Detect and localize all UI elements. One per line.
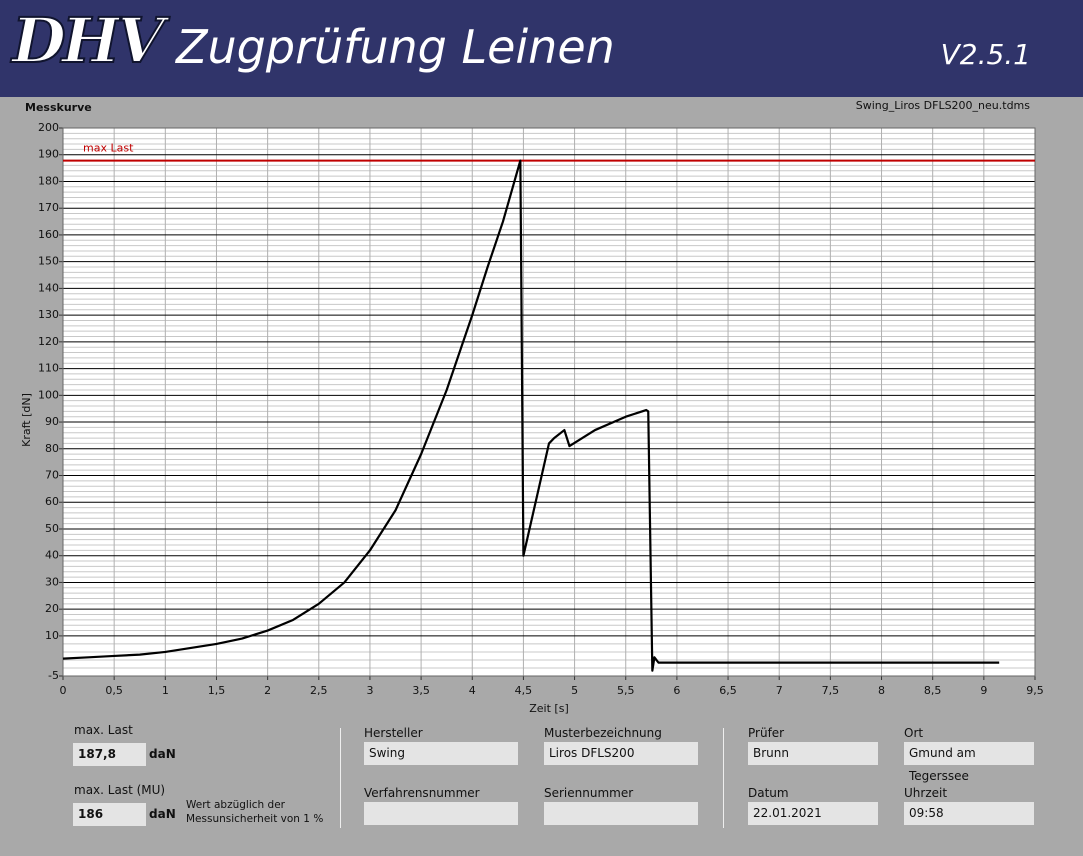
unit: daN [149, 807, 176, 821]
y-tick-label: 80 [45, 442, 59, 455]
result-label: max. Last (MU) [74, 783, 166, 797]
x-tick-label: 4,5 [515, 684, 533, 697]
y-tick-label: 10 [45, 629, 59, 642]
x-tick-label: 5 [571, 684, 578, 697]
field-label: Musterbezeichnung [544, 726, 662, 740]
field-value: Liros DFLS200 [544, 742, 698, 765]
result-value: 186 [73, 803, 146, 826]
y-tick-label: 100 [38, 388, 59, 401]
x-tick-label: 2,5 [310, 684, 328, 697]
plot-area [63, 128, 1035, 676]
x-tick-label: 1,5 [208, 684, 226, 697]
y-tick-label: 190 [38, 148, 59, 161]
field-value: Brunn [748, 742, 878, 765]
field-label: Prüfer [748, 726, 785, 740]
y-tick-label: 90 [45, 415, 59, 428]
y-tick-label: 200 [38, 121, 59, 134]
logo: DHV [11, 3, 165, 78]
field-value: 22.01.2021 [748, 802, 878, 825]
y-tick-label: 50 [45, 522, 59, 535]
y-tick-label: 170 [38, 201, 59, 214]
y-tick-label: -5 [48, 669, 59, 682]
y-tick-label: 30 [45, 575, 59, 588]
unit: daN [149, 747, 176, 761]
force-curve [62, 159, 1000, 672]
x-tick-label: 3,5 [412, 684, 430, 697]
note: Wert abzüglich der Messunsicherheit von … [186, 799, 324, 825]
field-label: Hersteller [364, 726, 423, 740]
y-tick-label: 180 [38, 174, 59, 187]
x-tick-label: 7,5 [822, 684, 840, 697]
x-tick-label: 6 [673, 684, 680, 697]
result-label: max. Last [74, 723, 133, 737]
x-tick-label: 3 [366, 684, 373, 697]
annotation: max Last [83, 142, 134, 155]
x-tick-label: 5,5 [617, 684, 635, 697]
x-tick-label: 9 [980, 684, 987, 697]
y-tick-label: 160 [38, 228, 59, 241]
result-value: 187,8 [73, 743, 146, 766]
y-tick-label: 20 [45, 602, 59, 615]
y-tick-label: 140 [38, 281, 59, 294]
field-label: Uhrzeit [904, 786, 948, 800]
x-tick-label: 1 [162, 684, 169, 697]
x-tick-label: 4 [469, 684, 476, 697]
x-axis-label: Zeit [s] [529, 702, 568, 715]
version: V2.5.1 [940, 38, 1031, 71]
field-label: Datum [748, 786, 789, 800]
x-tick-label: 2 [264, 684, 271, 697]
y-tick-label: 120 [38, 335, 59, 348]
chart: Messkurve Swing_Liros DFLS200_neu.tdms Z… [20, 99, 1044, 715]
separator [340, 728, 341, 828]
field-value [544, 802, 698, 825]
x-tick-label: 8 [878, 684, 885, 697]
y-tick-label: 70 [45, 469, 59, 482]
x-tick-label: 9,5 [1026, 684, 1044, 697]
plot-border [62, 127, 1036, 677]
app-title: Zugprüfung Leinen [176, 20, 615, 74]
x-tick-label: 7 [776, 684, 783, 697]
x-tick-label: 0 [60, 684, 67, 697]
y-tick-label: 110 [38, 362, 59, 375]
chart-title: Messkurve [25, 101, 92, 114]
y-axis-label: Kraft [dN] [20, 393, 33, 447]
x-tick-label: 8,5 [924, 684, 942, 697]
y-tick-label: 130 [38, 308, 59, 321]
separator [723, 728, 724, 828]
y-tick-label: 60 [45, 495, 59, 508]
field-value: Gmund am Tegerssee [904, 742, 1034, 783]
field-label: Verfahrensnummer [364, 786, 480, 800]
field-value: 09:58 [904, 802, 1034, 825]
x-tick-label: 0,5 [105, 684, 123, 697]
y-tick-label: 40 [45, 549, 59, 562]
y-tick-label: 150 [38, 255, 59, 268]
field-label: Ort [904, 726, 924, 740]
field-value: Swing [364, 742, 518, 765]
file-name: Swing_Liros DFLS200_neu.tdms [856, 99, 1031, 112]
header: DHV Zugprüfung Leinen V2.5.1 [0, 0, 1083, 97]
field-value [364, 802, 518, 825]
x-tick-label: 6,5 [719, 684, 737, 697]
field-label: Seriennummer [544, 786, 634, 800]
